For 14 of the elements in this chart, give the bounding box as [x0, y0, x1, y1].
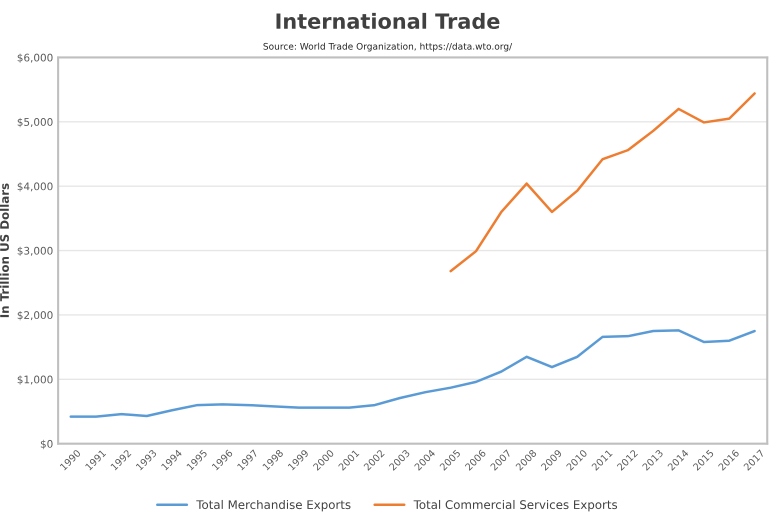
y-tick-label: $4,000 — [18, 182, 53, 192]
line-series — [449, 92, 756, 272]
chart-title: International Trade — [276, 12, 500, 30]
y-tick-label: $3,000 — [18, 246, 53, 256]
y-tick-label: $1,000 — [18, 375, 53, 385]
legend-label: Total Merchandise Exports — [196, 500, 351, 512]
y-axis-title: In Trillion US Dollars — [0, 183, 9, 318]
y-tick-label: $2,000 — [18, 310, 53, 320]
source-note: Source: World Trade Organization, https://data.wto.org/ — [263, 42, 512, 52]
line-series — [70, 329, 756, 418]
y-tick-label: $0 — [40, 440, 53, 450]
y-tick-label: $6,000 — [18, 53, 53, 63]
legend-label: Total Commercial Services Exports — [414, 500, 618, 512]
y-tick-label: $5,000 — [18, 118, 53, 128]
